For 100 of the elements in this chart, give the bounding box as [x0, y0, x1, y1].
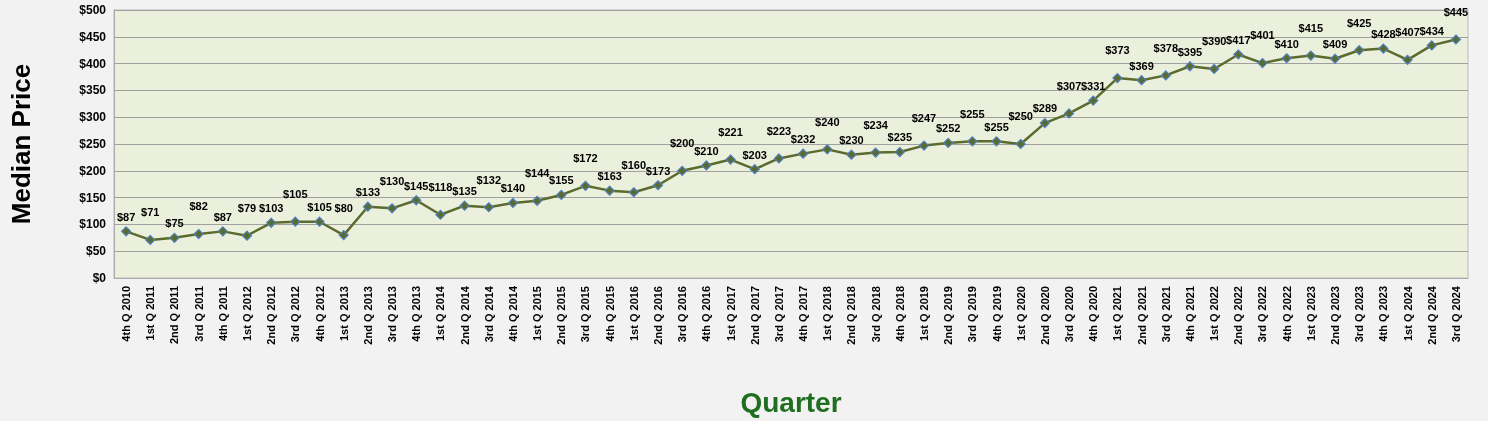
point: [1136, 75, 1147, 86]
x-tick-label: 1st Q 2021: [1111, 286, 1124, 342]
data-label: $417: [1226, 33, 1251, 46]
x-tick-label: 1st Q 2022: [1208, 286, 1221, 342]
point: [1039, 118, 1050, 129]
data-label: $80: [334, 201, 353, 214]
point: [1354, 45, 1365, 56]
x-tick-label: 3rd Q 2022: [1256, 286, 1269, 343]
y-tick-label: $350: [79, 83, 107, 98]
x-tick-label: 1st Q 2015: [531, 286, 544, 342]
x-tick-label: 1st Q 2017: [724, 286, 737, 342]
point: [604, 185, 615, 196]
point: [701, 160, 712, 171]
x-tick-label: 4th Q 2013: [410, 286, 423, 342]
point: [773, 153, 785, 164]
point: [362, 201, 373, 212]
data-label: $105: [307, 201, 332, 214]
x-tick-label: 2nd Q 2016: [652, 286, 665, 345]
data-label: $87: [116, 210, 136, 223]
point: [1209, 63, 1220, 75]
data-label: $250: [1008, 110, 1033, 123]
data-label: $247: [911, 112, 937, 125]
data-label: $103: [258, 202, 284, 215]
point: [894, 146, 905, 158]
data-label: $428: [1371, 27, 1396, 40]
point: [1112, 72, 1123, 84]
point: [1329, 53, 1341, 64]
point: [1184, 61, 1196, 72]
data-label: $75: [165, 217, 184, 230]
y-tick-label: $50: [85, 244, 107, 259]
x-tick-label: 2nd Q 2018: [845, 286, 858, 345]
x-tick-label: 4th Q 2016: [700, 286, 713, 342]
y-tick-label: $500: [79, 3, 107, 17]
data-label: $210: [694, 144, 719, 157]
x-tick-label: 4th Q 2022: [1280, 286, 1293, 342]
x-tick-label: 2nd Q 2017: [748, 286, 761, 345]
point: [532, 195, 543, 206]
y-tick-label: $100: [79, 217, 107, 232]
data-label: $235: [887, 131, 913, 144]
x-tick-label: 4th Q 2015: [603, 286, 616, 342]
data-label: $132: [476, 173, 502, 186]
data-label: $369: [1129, 59, 1154, 72]
x-tick-label: 3rd Q 2019: [966, 286, 979, 343]
point: [386, 203, 398, 214]
point: [1160, 70, 1171, 81]
point: [870, 147, 881, 158]
data-label: $87: [213, 210, 232, 223]
x-tick-label: 3rd Q 2021: [1159, 286, 1172, 343]
point: [556, 189, 567, 201]
x-tick-label: 2nd Q 2023: [1329, 286, 1342, 345]
data-label: $172: [573, 152, 598, 165]
x-tick-label: 4th Q 2010: [120, 286, 133, 342]
x-tick-label: 1st Q 2018: [821, 286, 834, 342]
data-label: $289: [1032, 102, 1058, 115]
data-label: $395: [1177, 45, 1203, 58]
x-tick-label: 4th Q 2017: [797, 286, 810, 342]
point: [1088, 95, 1099, 106]
data-label: $410: [1274, 37, 1299, 50]
data-label: $173: [645, 164, 671, 177]
point: [120, 226, 132, 237]
point: [725, 154, 736, 165]
point: [169, 232, 180, 243]
point: [749, 164, 760, 175]
point: [1015, 138, 1026, 150]
point: [628, 187, 639, 198]
data-label: $71: [141, 206, 160, 219]
x-tick-label: 3rd Q 2014: [482, 285, 495, 343]
point: [1402, 54, 1413, 65]
point: [1378, 43, 1389, 54]
x-tick-label: 4th Q 2018: [893, 286, 906, 342]
point: [314, 216, 325, 227]
point: [822, 144, 833, 155]
point: [217, 226, 228, 237]
y-tick-label: $250: [79, 137, 107, 151]
x-tick-label: 2nd Q 2020: [1038, 286, 1051, 345]
x-tick-label: 3rd Q 2020: [1063, 286, 1076, 343]
data-label: $415: [1298, 21, 1324, 34]
x-tick-label: 4th Q 2023: [1377, 286, 1390, 342]
y-tick-label: $200: [79, 163, 107, 178]
data-label: $105: [283, 188, 308, 201]
point: [459, 200, 470, 211]
x-tick-label: 3rd Q 2023: [1353, 286, 1366, 343]
x-tick-label: 3rd Q 2016: [676, 286, 689, 343]
data-label: $425: [1346, 16, 1372, 29]
x-tick-label: 2nd Q 2012: [265, 286, 278, 345]
x-tick-label: 3rd Q 2015: [579, 286, 592, 343]
data-label: $373: [1105, 44, 1130, 57]
x-tick-label: 1st Q 2020: [1014, 286, 1027, 342]
x-tick-label: 2nd Q 2011: [168, 286, 181, 345]
data-label: $445: [1443, 5, 1469, 18]
x-tick-label: 3rd Q 2024: [1449, 285, 1462, 343]
data-label: $79: [237, 202, 257, 215]
x-tick-label: 1st Q 2024: [1401, 285, 1414, 342]
point: [967, 136, 978, 147]
point: [411, 195, 422, 206]
point: [797, 148, 809, 159]
x-tick-label: 4th Q 2011: [216, 286, 229, 342]
point: [507, 197, 519, 209]
point: [652, 180, 664, 191]
x-tick-label: 2nd Q 2024: [1425, 285, 1438, 345]
